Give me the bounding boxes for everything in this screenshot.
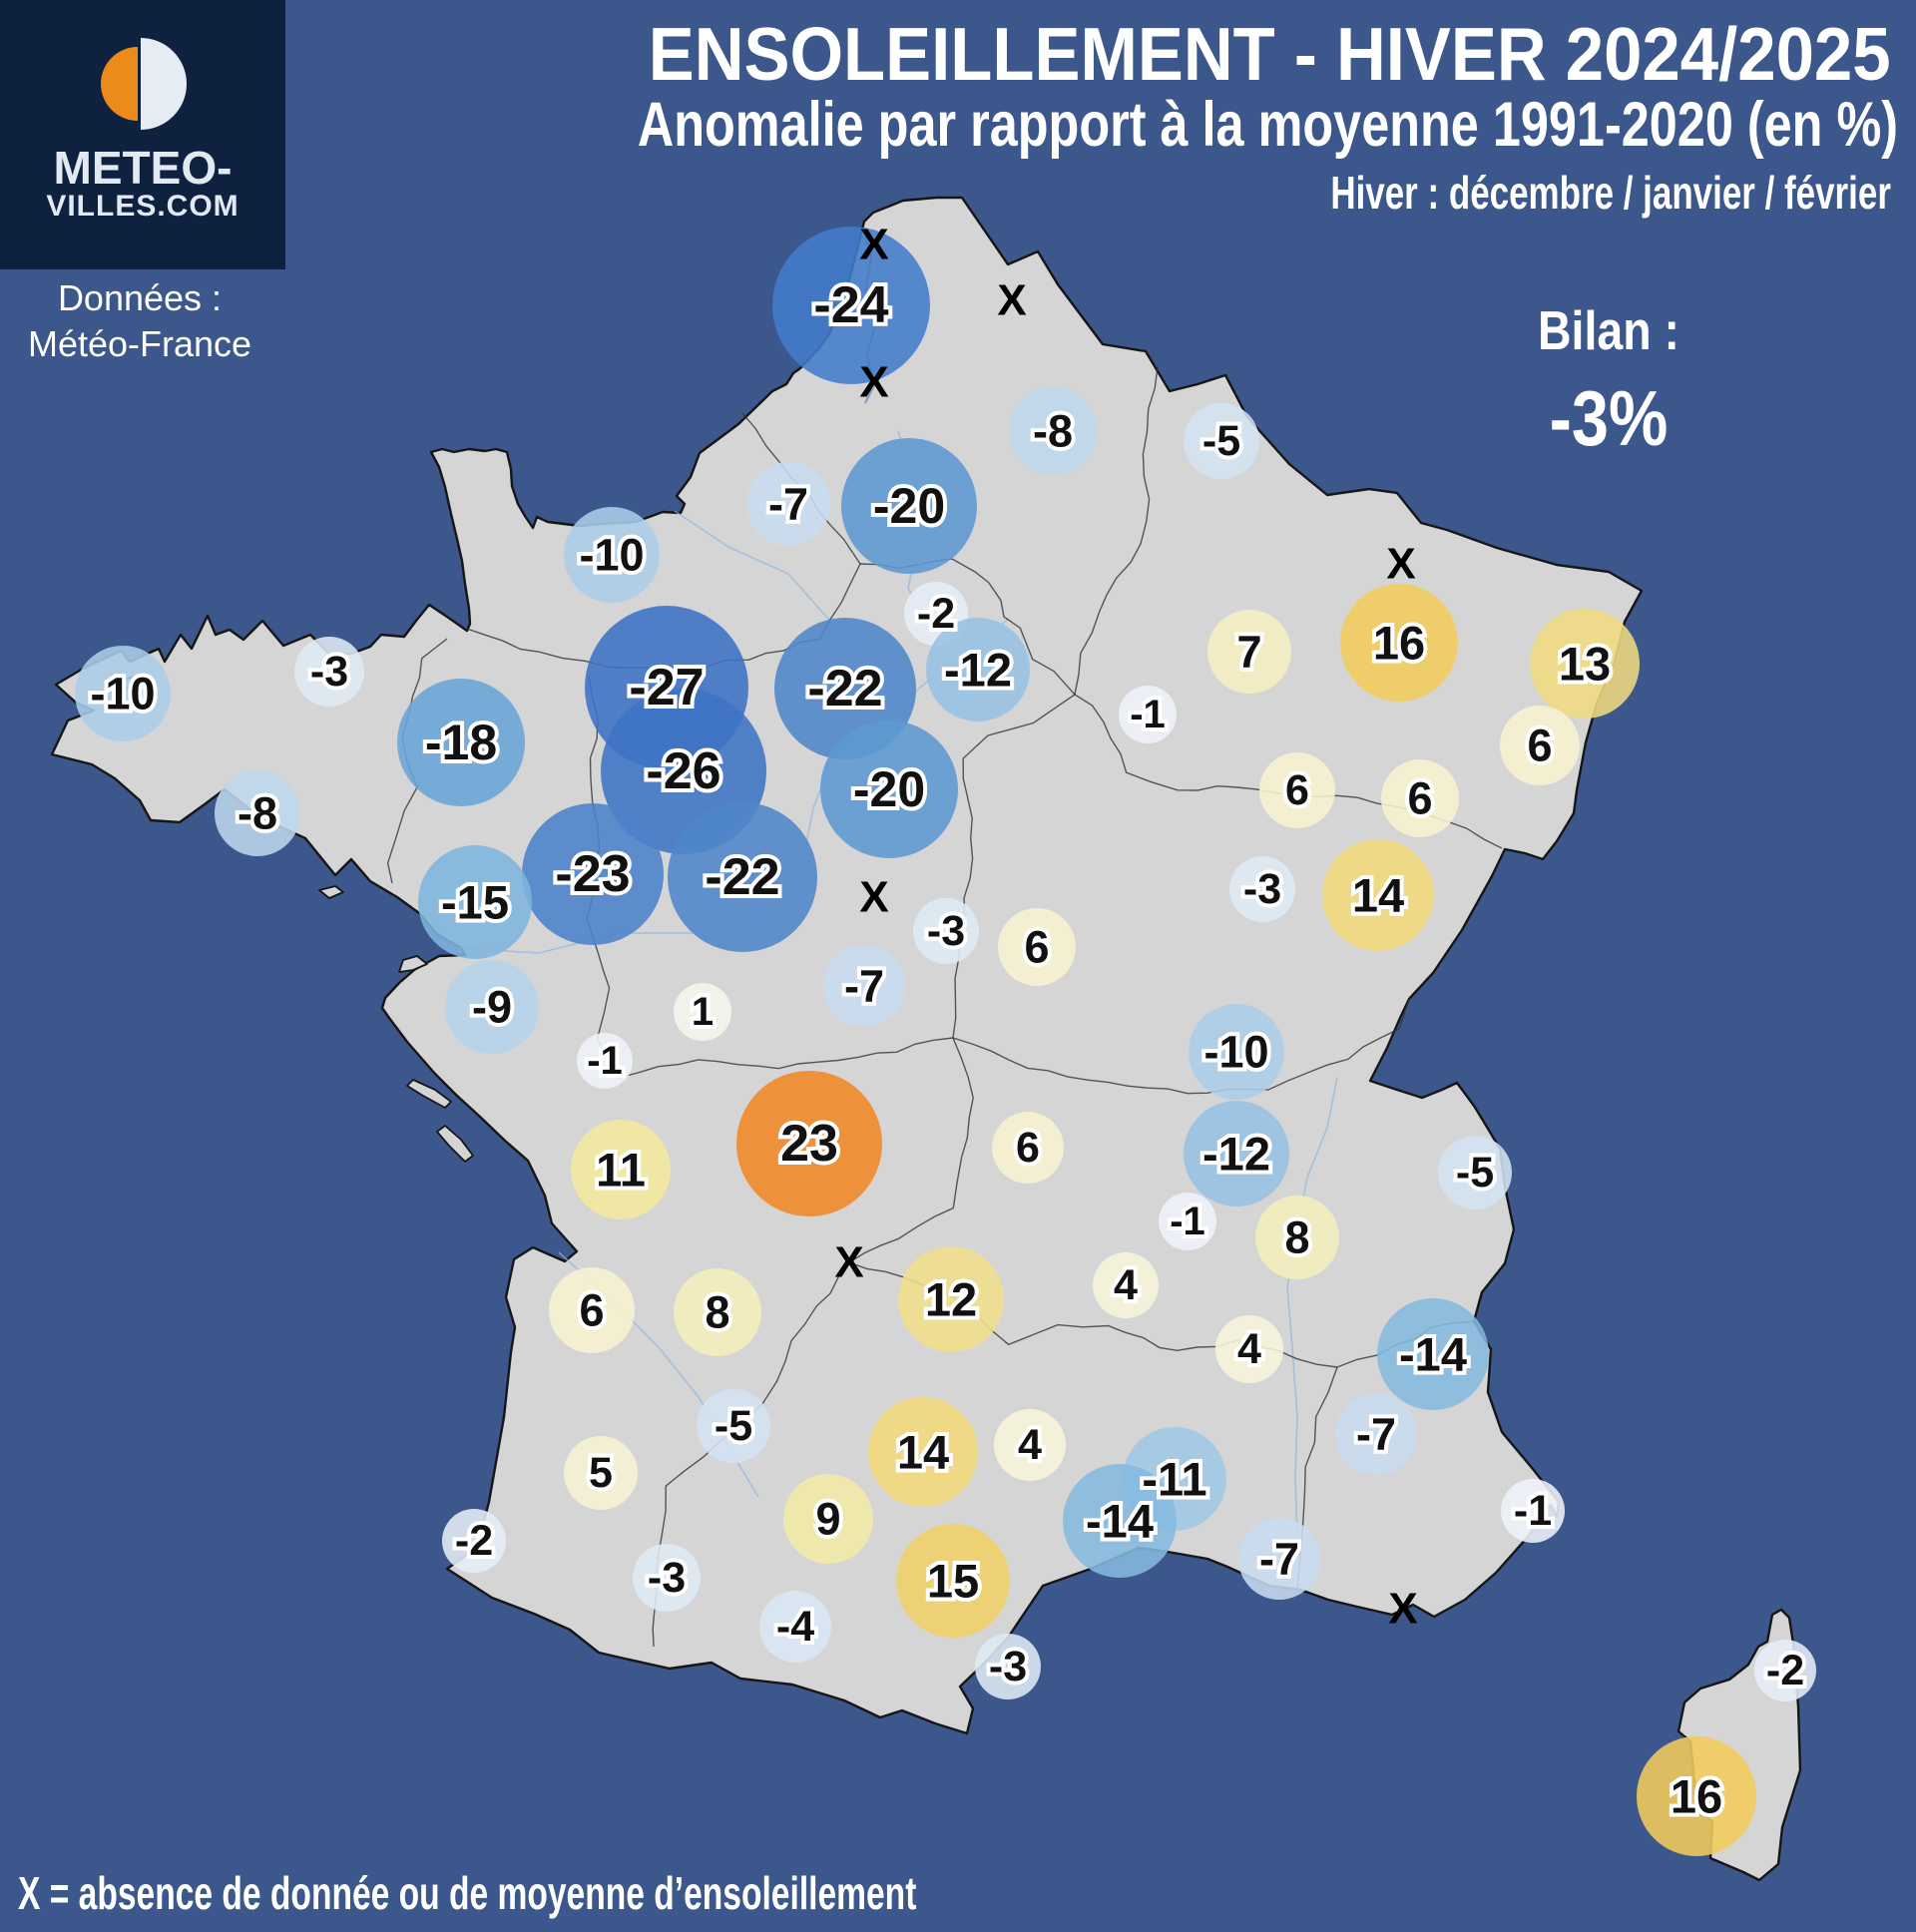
svg-text:-27: -27: [629, 659, 704, 717]
svg-text:5: 5: [589, 1449, 613, 1497]
svg-text:-2: -2: [455, 1517, 493, 1565]
svg-text:-2: -2: [917, 590, 955, 638]
svg-text:8: 8: [705, 1287, 729, 1338]
svg-text:-14: -14: [1399, 1328, 1467, 1381]
svg-text:13: 13: [1559, 638, 1611, 691]
svg-text:-11: -11: [1142, 1453, 1206, 1506]
svg-text:14: 14: [897, 1426, 949, 1479]
svg-text:4: 4: [1114, 1261, 1138, 1309]
svg-text:-7: -7: [768, 479, 808, 530]
svg-text:6: 6: [1407, 773, 1432, 824]
svg-text:-3: -3: [648, 1554, 686, 1602]
svg-text:-22: -22: [807, 660, 882, 718]
svg-text:-18: -18: [425, 715, 497, 770]
svg-text:-7: -7: [1356, 1409, 1396, 1460]
svg-text:X: X: [859, 221, 888, 269]
svg-text:-1: -1: [1130, 693, 1166, 736]
svg-text:16: 16: [1671, 1770, 1722, 1823]
svg-text:8: 8: [1284, 1212, 1309, 1263]
svg-text:-20: -20: [873, 478, 945, 534]
svg-text:-22: -22: [705, 848, 779, 906]
svg-text:-4: -4: [776, 1603, 814, 1651]
svg-text:-3: -3: [310, 648, 348, 696]
svg-text:11: 11: [596, 1144, 646, 1197]
svg-text:-3: -3: [927, 907, 965, 955]
svg-text:-3: -3: [1243, 865, 1281, 913]
svg-text:14: 14: [1352, 869, 1404, 922]
svg-text:-10: -10: [579, 530, 644, 581]
svg-text:4: 4: [1237, 1325, 1261, 1373]
svg-text:-10: -10: [90, 669, 155, 720]
svg-text:-1: -1: [1170, 1200, 1205, 1243]
svg-text:-8: -8: [238, 788, 277, 839]
svg-text:-24: -24: [813, 276, 888, 334]
svg-text:-1: -1: [587, 1039, 623, 1083]
svg-text:6: 6: [1016, 1124, 1040, 1172]
svg-text:7: 7: [1236, 627, 1261, 678]
svg-text:-20: -20: [853, 761, 925, 817]
svg-text:-15: -15: [441, 876, 509, 929]
svg-text:-5: -5: [715, 1402, 752, 1450]
svg-text:-23: -23: [555, 845, 630, 903]
svg-text:X: X: [834, 1238, 863, 1287]
svg-text:-5: -5: [1456, 1149, 1494, 1197]
svg-text:X: X: [859, 358, 888, 407]
svg-text:-8: -8: [1033, 406, 1073, 457]
svg-text:-7: -7: [1259, 1534, 1299, 1585]
svg-text:-3: -3: [989, 1643, 1027, 1690]
svg-text:-2: -2: [1766, 1647, 1804, 1694]
svg-text:6: 6: [1285, 766, 1309, 814]
svg-text:X: X: [1386, 540, 1415, 589]
svg-text:6: 6: [1024, 922, 1049, 973]
svg-text:-1: -1: [1514, 1487, 1552, 1535]
svg-text:1: 1: [692, 990, 714, 1034]
svg-text:X: X: [859, 873, 888, 922]
svg-text:23: 23: [780, 1115, 838, 1173]
svg-text:-14: -14: [1086, 1495, 1154, 1548]
svg-text:6: 6: [579, 1285, 604, 1336]
svg-text:16: 16: [1373, 617, 1425, 670]
svg-text:-10: -10: [1203, 1027, 1268, 1078]
svg-text:12: 12: [925, 1273, 977, 1326]
svg-text:-12: -12: [1202, 1128, 1270, 1181]
svg-text:4: 4: [1018, 1421, 1042, 1469]
svg-text:X: X: [1388, 1585, 1417, 1634]
svg-text:-12: -12: [944, 644, 1012, 697]
svg-text:-5: -5: [1202, 417, 1240, 465]
svg-text:9: 9: [815, 1494, 840, 1545]
svg-text:X: X: [997, 276, 1026, 325]
svg-text:-7: -7: [844, 961, 884, 1012]
svg-text:6: 6: [1527, 721, 1552, 771]
svg-text:-26: -26: [646, 742, 720, 800]
svg-text:-9: -9: [472, 982, 512, 1033]
svg-text:15: 15: [927, 1555, 979, 1608]
